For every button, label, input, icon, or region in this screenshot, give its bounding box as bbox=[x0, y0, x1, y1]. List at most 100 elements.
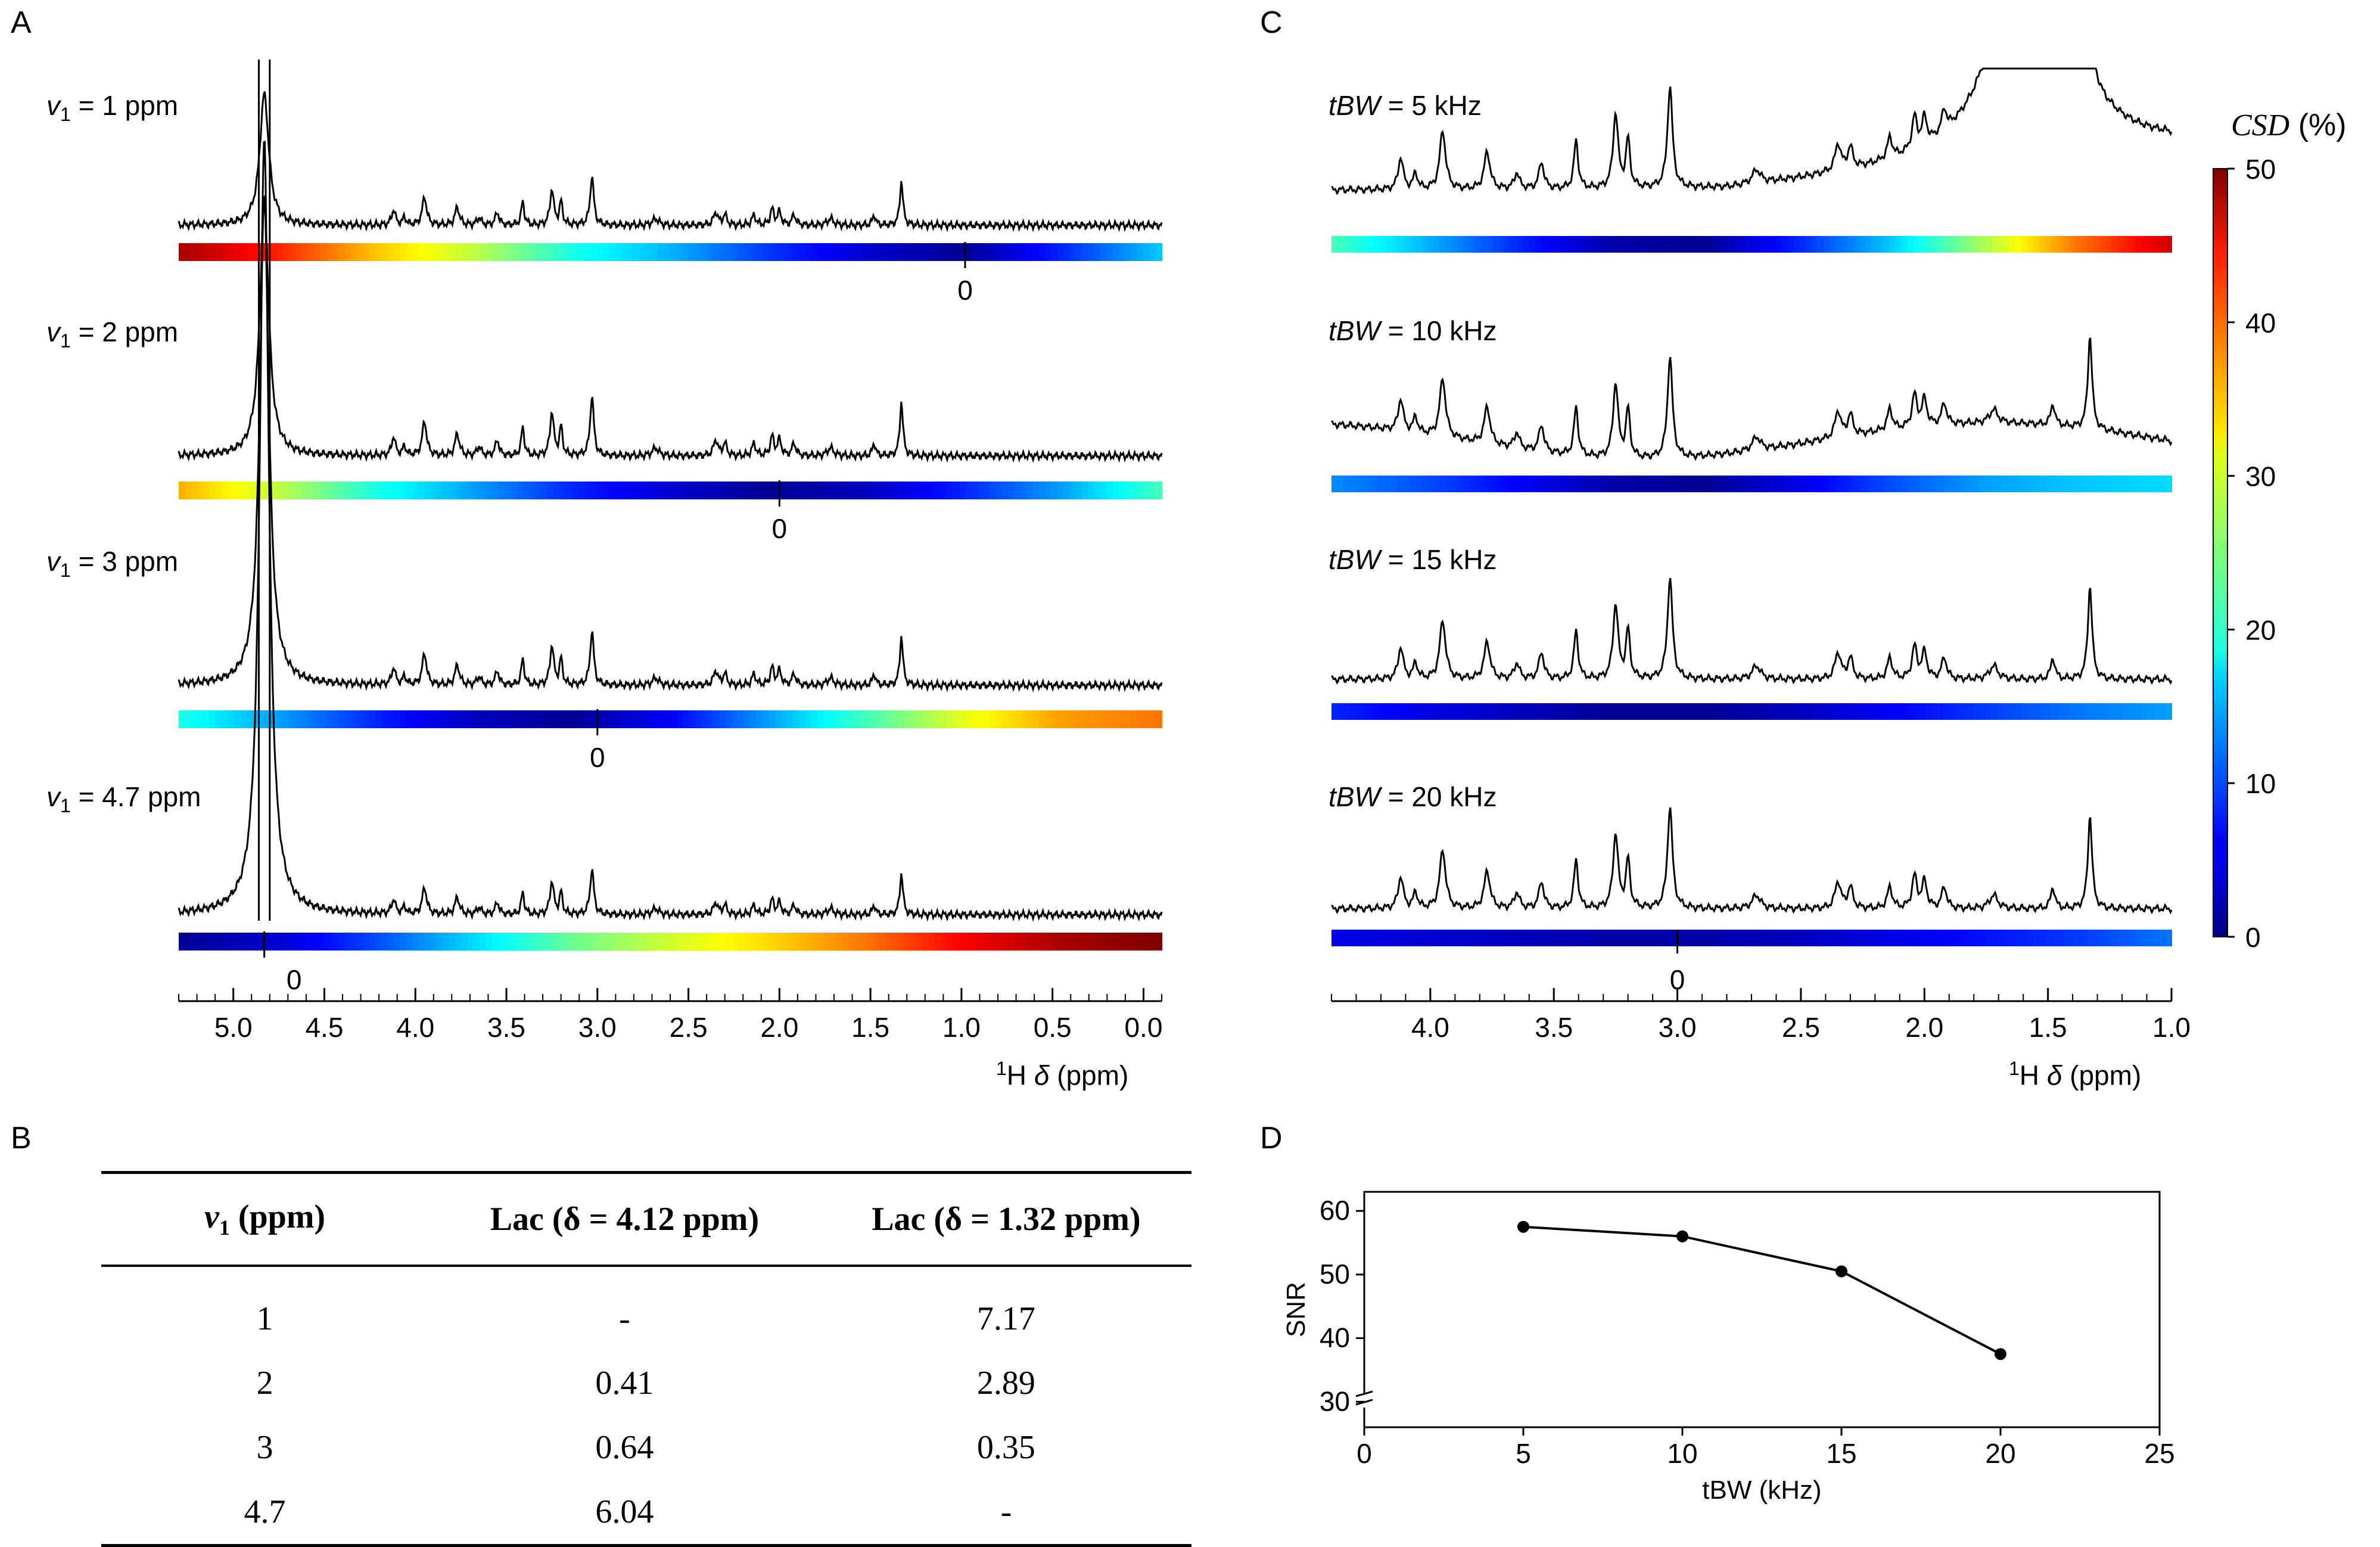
csd-bar-segment bbox=[1415, 476, 1423, 492]
csd-bar-segment bbox=[1063, 933, 1071, 950]
csd-bar-segment bbox=[424, 482, 431, 499]
csd-bar-segment bbox=[1100, 933, 1107, 950]
csd-bar-segment bbox=[1143, 482, 1150, 499]
csd-bar-segment bbox=[639, 933, 646, 950]
csd-bar-segment bbox=[947, 243, 954, 261]
csd-bar-segment bbox=[953, 243, 960, 261]
csd-bar-segment bbox=[928, 482, 935, 499]
colorbar-title: CSD (%) bbox=[2231, 108, 2347, 142]
csd-bar-segment bbox=[320, 933, 327, 950]
csd-bar-segment bbox=[953, 710, 960, 728]
csd-bar-segment bbox=[836, 482, 843, 499]
csd-bar-segment bbox=[1397, 476, 1404, 492]
csd-bar-segment bbox=[437, 482, 444, 499]
csd-bar-segment bbox=[903, 482, 911, 499]
csd-bar-segment bbox=[461, 933, 468, 950]
csd-bar-segment bbox=[2021, 930, 2029, 946]
csd-bar-segment bbox=[756, 933, 763, 950]
csd-bar-segment bbox=[203, 482, 210, 499]
csd-bar-segment bbox=[234, 482, 241, 499]
csd-bar-segment bbox=[971, 243, 978, 261]
csd-bar-segment bbox=[1673, 703, 1681, 720]
csd-bar-segment bbox=[897, 243, 904, 261]
csd-bar-segment bbox=[830, 243, 837, 261]
csd-bar-segment bbox=[1541, 236, 1548, 253]
csd-bar-segment bbox=[1601, 703, 1609, 720]
csd-bar-segment bbox=[1118, 710, 1126, 728]
csd-bar-segment bbox=[2015, 236, 2023, 253]
csd-bar-segment bbox=[437, 710, 444, 728]
table-cell: 6.04 bbox=[428, 1480, 821, 1547]
csd-bar-segment bbox=[455, 710, 462, 728]
x-tick-label-a: 3.5 bbox=[487, 1012, 525, 1043]
csd-bar-segment bbox=[1691, 930, 1698, 946]
csd-bar-segment bbox=[1913, 703, 1920, 720]
csd-bar-segment bbox=[799, 933, 806, 950]
csd-bar-segment bbox=[1955, 930, 1962, 946]
csd-bar-segment bbox=[430, 482, 438, 499]
csd-bar-segment bbox=[1607, 703, 1614, 720]
csd-bar-segment bbox=[1805, 703, 1812, 720]
csd-bar-segment bbox=[1907, 476, 1914, 492]
csd-bar-segment bbox=[1631, 476, 1638, 492]
csd-bar-segment bbox=[1075, 243, 1082, 261]
csd-bar-segment bbox=[246, 710, 253, 728]
csd-bar-segment bbox=[1685, 703, 1693, 720]
csd-bar-segment bbox=[2075, 703, 2082, 720]
csd-bar-segment bbox=[701, 482, 708, 499]
table-cell: 1 bbox=[256, 1300, 273, 1337]
csd-bar-segment bbox=[1973, 930, 1980, 946]
csd-bar-segment bbox=[357, 482, 364, 499]
csd-bar-segment bbox=[430, 933, 438, 950]
csd-bar-segment bbox=[1511, 476, 1519, 492]
csd-bar-segment bbox=[1481, 476, 1488, 492]
csd-bar-segment bbox=[995, 243, 1003, 261]
csd-bar-segment bbox=[873, 482, 880, 499]
csd-bar-segment bbox=[732, 933, 739, 950]
csd-bar-segment bbox=[375, 482, 382, 499]
csd-bar-segment bbox=[424, 933, 431, 950]
csd-bar-segment bbox=[2069, 236, 2076, 253]
x-tick-label-a: 5.0 bbox=[214, 1012, 253, 1043]
csd-bar-segment bbox=[1433, 703, 1441, 720]
csd-bar-segment bbox=[1511, 236, 1519, 253]
colorbar-gradient bbox=[2213, 168, 2228, 937]
csd-bar-segment bbox=[1535, 930, 1542, 946]
csd-bar-segment bbox=[332, 482, 340, 499]
csd-bar-segment bbox=[1637, 703, 1644, 720]
csd-bar-segment bbox=[621, 933, 628, 950]
csd-bar-segment bbox=[559, 710, 567, 728]
csd-bar-segment bbox=[191, 243, 198, 261]
x-tick-label-a: 2.5 bbox=[670, 1012, 708, 1043]
csd-bar-segment bbox=[418, 710, 425, 728]
csd-bar-segment bbox=[848, 243, 855, 261]
csd-bar-segment bbox=[1379, 703, 1386, 720]
csd-bar-segment bbox=[1727, 476, 1734, 492]
csd-bar-segment bbox=[1421, 236, 1429, 253]
csd-bar-segment bbox=[412, 243, 419, 261]
csd-bar-segment bbox=[2117, 236, 2124, 253]
csd-bar-segment bbox=[1112, 482, 1119, 499]
csd-bar-segment bbox=[535, 710, 542, 728]
csd-bar-segment bbox=[1014, 710, 1021, 728]
csd-bar-segment bbox=[2063, 476, 2070, 492]
csd-bar-segment bbox=[1063, 243, 1071, 261]
csd-bar-segment bbox=[1559, 930, 1566, 946]
csd-bar-segment bbox=[1949, 930, 1956, 946]
csd-bar-segment bbox=[1081, 482, 1089, 499]
csd-bar-segment bbox=[283, 933, 290, 950]
chart-x-tick-label: 20 bbox=[1985, 1438, 2015, 1469]
csd-bar-segment bbox=[940, 482, 948, 499]
csd-bar-segment bbox=[1637, 930, 1644, 946]
csd-bar-segment bbox=[1094, 243, 1101, 261]
csd-bar-segment bbox=[1991, 703, 1998, 720]
csd-bar-segment bbox=[2153, 476, 2160, 492]
csd-bar-segment bbox=[1739, 236, 1746, 253]
csd-bar-segment bbox=[860, 710, 867, 728]
csd-bar-segment bbox=[658, 482, 665, 499]
csd-bar-segment bbox=[1343, 703, 1351, 720]
csd-bar-segment bbox=[885, 243, 892, 261]
csd-bar-segment bbox=[830, 933, 837, 950]
csd-bar-segment bbox=[2111, 703, 2118, 720]
csd-bar-segment bbox=[676, 933, 683, 950]
